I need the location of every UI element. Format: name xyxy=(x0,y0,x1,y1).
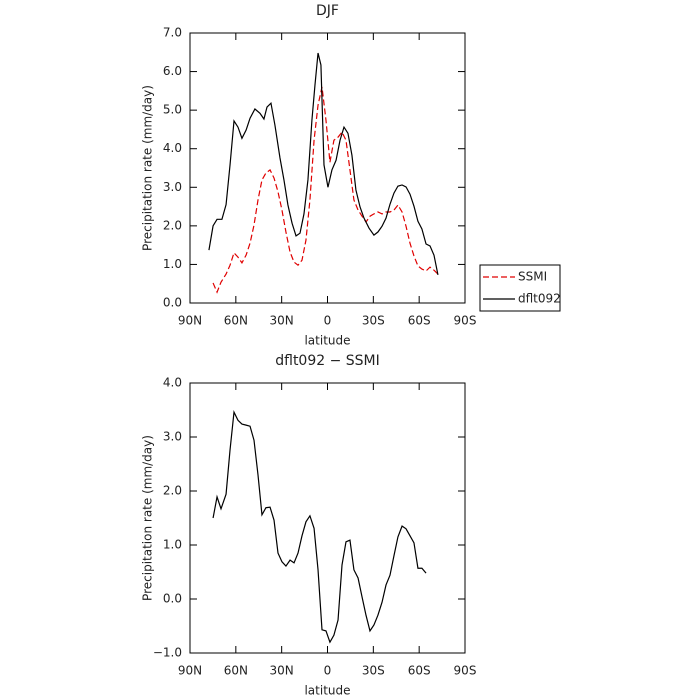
legend-box xyxy=(479,264,561,312)
legend-label: SSMI xyxy=(518,270,547,284)
y-tick-label: 4.0 xyxy=(163,376,182,390)
x-tick-label: 60N xyxy=(224,664,248,678)
y-tick-label: 2.0 xyxy=(163,484,182,498)
x-tick-label: 90S xyxy=(454,314,477,328)
y-axis-label: Precipitation rate (mm/day) xyxy=(141,435,155,601)
y-tick-label: 2.0 xyxy=(163,218,182,232)
x-tick-label: 90N xyxy=(178,314,202,328)
x-tick-label: 30S xyxy=(362,314,385,328)
chart-title: DJF xyxy=(316,3,339,19)
y-tick-label: 6.0 xyxy=(163,64,182,78)
x-axis-label: latitude xyxy=(304,684,350,698)
y-tick-label: 1.0 xyxy=(163,538,182,552)
x-tick-label: 0 xyxy=(324,314,332,328)
chart-title: dflt092 − SSMI xyxy=(275,353,380,369)
y-tick-label: −1.0 xyxy=(153,646,182,660)
data-line xyxy=(212,86,439,294)
y-tick-label: 7.0 xyxy=(163,26,182,40)
y-axis-label: Precipitation rate (mm/day) xyxy=(141,85,155,251)
x-tick-label: 90N xyxy=(178,664,202,678)
data-line xyxy=(212,410,427,644)
y-tick-label: 1.0 xyxy=(163,257,182,271)
y-tick-label: 4.0 xyxy=(163,141,182,155)
x-tick-label: 60S xyxy=(408,314,431,328)
y-tick-label: 3.0 xyxy=(163,180,182,194)
x-tick-label: 60N xyxy=(224,314,248,328)
y-tick-label: 0.0 xyxy=(163,296,182,310)
plot-frame xyxy=(189,382,466,654)
x-tick-label: 0 xyxy=(324,664,332,678)
y-tick-label: 5.0 xyxy=(163,103,182,117)
plot-frame xyxy=(189,32,466,304)
y-tick-label: 3.0 xyxy=(163,430,182,444)
x-tick-label: 60S xyxy=(408,664,431,678)
y-tick-label: 0.0 xyxy=(163,592,182,606)
x-tick-label: 30N xyxy=(270,314,294,328)
x-axis-label: latitude xyxy=(304,334,350,348)
legend-label: dflt092 xyxy=(518,292,561,306)
x-tick-label: 30N xyxy=(270,664,294,678)
x-tick-label: 30S xyxy=(362,664,385,678)
data-line xyxy=(208,52,439,275)
x-tick-label: 90S xyxy=(454,664,477,678)
